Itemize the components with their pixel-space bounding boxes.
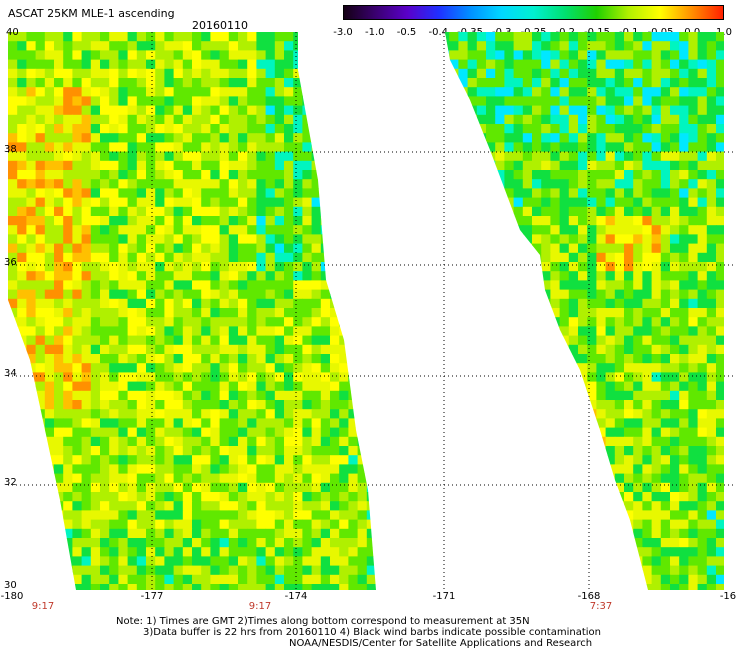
colorbar-tick-label: -3.0 xyxy=(333,27,353,38)
lon-label-174: -174 xyxy=(284,591,308,602)
note-line-1: Note: 1) Times are GMT 2)Times along bot… xyxy=(116,616,530,627)
graticule xyxy=(8,32,735,590)
lon-label-171: -171 xyxy=(432,591,456,602)
lon-label-165: -16 xyxy=(719,591,737,602)
lat-label-40: 40 xyxy=(6,27,19,38)
colorbar xyxy=(343,5,724,21)
colorbar-gradient xyxy=(343,5,724,20)
swath-left xyxy=(8,32,376,590)
colorbar-tick-label: -0.4 xyxy=(428,27,449,38)
pass-time-1: 9:17 xyxy=(31,601,55,612)
colorbar-tick-label: -0.5 xyxy=(396,27,417,38)
lon-label-168: -168 xyxy=(577,591,601,602)
lon-label-177: -177 xyxy=(140,591,164,602)
note-line-2: 3)Data buffer is 22 hrs from 20160110 4)… xyxy=(143,627,601,638)
lon-label-180: -180 xyxy=(0,591,24,602)
colorbar-tick-label: -1.0 xyxy=(364,27,385,38)
lat-label-30: 30 xyxy=(4,580,17,591)
lat-label-36: 36 xyxy=(4,257,17,268)
lat-label-32: 32 xyxy=(4,477,17,488)
lat-label-38: 38 xyxy=(4,144,17,155)
swath-right xyxy=(445,32,724,590)
pass-time-2: 9:17 xyxy=(248,601,272,612)
pass-time-3: 7:37 xyxy=(589,601,613,612)
map-title: ASCAT 25KM MLE-1 ascending xyxy=(8,7,175,20)
note-line-3: NOAA/NESDIS/Center for Satellite Applica… xyxy=(289,638,593,649)
map-date: 20160110 xyxy=(192,19,248,32)
lat-label-34: 34 xyxy=(4,368,17,379)
